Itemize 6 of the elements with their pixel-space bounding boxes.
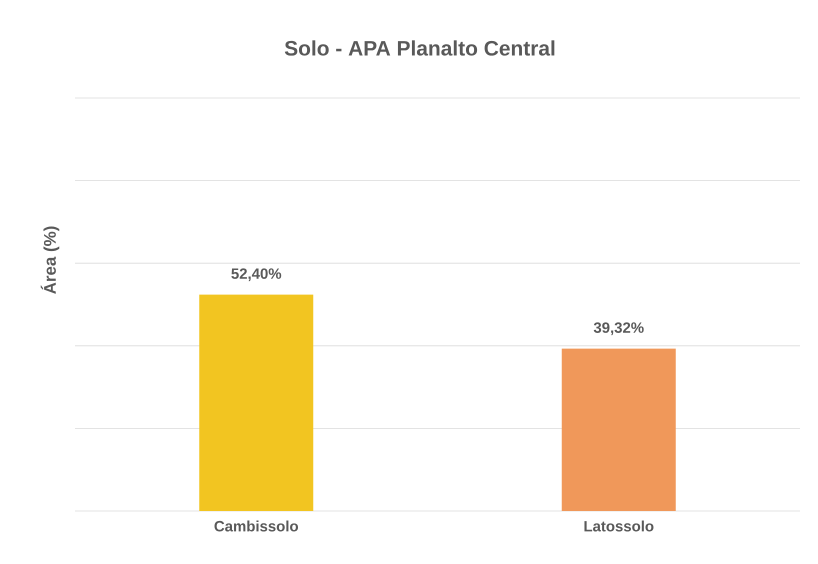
x-tick-label: Cambissolo	[214, 520, 298, 532]
y-axis-title: Área (%)	[40, 226, 60, 294]
x-tick-label: Latossolo	[584, 520, 654, 532]
data-label: 39,32%	[594, 322, 644, 336]
chart-title: Solo - APA Planalto Central	[284, 40, 554, 56]
data-label: 52,40%	[231, 268, 282, 282]
